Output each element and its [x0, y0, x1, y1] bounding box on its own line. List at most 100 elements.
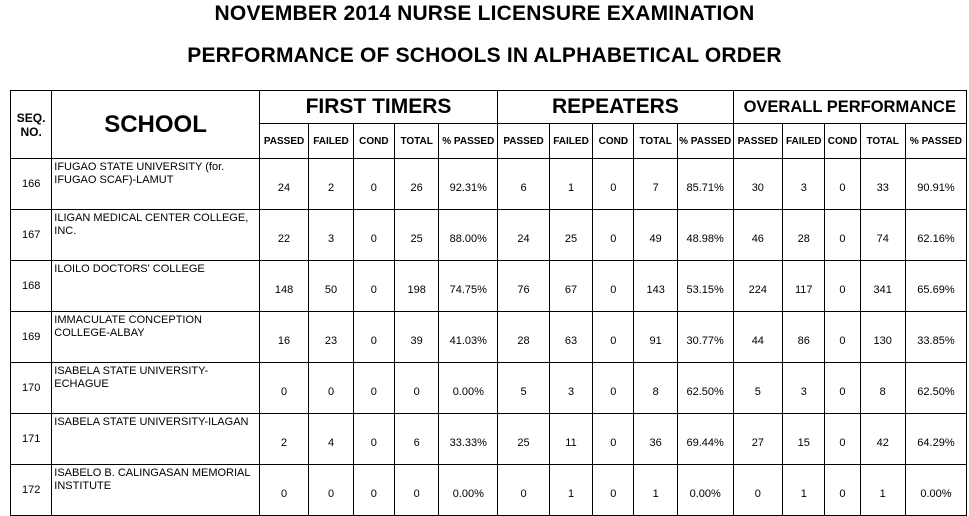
repeat-value-cell: 6: [497, 158, 550, 210]
first-value-cell: 33.33%: [438, 413, 499, 465]
first-value-cell: 0: [393, 464, 440, 516]
seq-cell: 172: [9, 464, 53, 516]
repeat-value-cell: 1: [548, 464, 594, 516]
first-value-cell: 0: [352, 311, 395, 363]
repeat-value-cell: 30.77%: [676, 311, 734, 363]
seq-cell: 171: [9, 413, 53, 465]
overall-value-cell: 46: [732, 209, 784, 261]
repeat-value-cell: 0.00%: [676, 464, 734, 516]
repeat-value-cell: 69.44%: [676, 413, 734, 465]
repeat-value-cell: 0: [497, 464, 550, 516]
repeat-subheader-passed: PASSED: [497, 123, 550, 159]
overall-value-cell: 62.16%: [904, 209, 968, 261]
first-value-cell: 148: [258, 260, 310, 312]
overall-value-cell: 341: [859, 260, 906, 312]
first-value-cell: 0: [393, 362, 440, 414]
overall-value-cell: 65.69%: [904, 260, 968, 312]
first-value-cell: 23: [308, 311, 354, 363]
first-value-cell: 74.75%: [438, 260, 499, 312]
overall-value-cell: 30: [732, 158, 784, 210]
repeat-value-cell: 24: [497, 209, 550, 261]
overall-value-cell: 3: [782, 158, 826, 210]
repeat-value-cell: 67: [548, 260, 594, 312]
report-title: NOVEMBER 2014 NURSE LICENSURE EXAMINATIO…: [214, 2, 755, 25]
overall-value-cell: 0: [824, 311, 861, 363]
overall-subheader-cond: COND: [824, 123, 861, 159]
first-value-cell: 0: [308, 362, 354, 414]
repeat-value-cell: 1: [548, 158, 594, 210]
repeat-value-cell: 63: [548, 311, 594, 363]
overall-value-cell: 0: [732, 464, 784, 516]
first-value-cell: 0: [308, 464, 354, 516]
table-row: 170 ISABELA STATE UNIVERSITY-ECHAGUE 0 0 0 0 0…: [9, 362, 968, 414]
overall-value-cell: 33: [859, 158, 906, 210]
first-subheader-cond: COND: [352, 123, 395, 159]
repeat-value-cell: 48.98%: [676, 209, 734, 261]
school-cell: IMMACULATE CONCEPTION COLLEGE-ALBAY: [51, 311, 260, 363]
overall-value-cell: 62.50%: [904, 362, 968, 414]
repeaters-header: REPEATERS: [497, 90, 734, 124]
repeat-value-cell: 5: [497, 362, 550, 414]
first-value-cell: 25: [393, 209, 440, 261]
overall-value-cell: 224: [732, 260, 784, 312]
overall-value-cell: 130: [859, 311, 906, 363]
school-cell: ISABELO B. CALINGASAN MEMORIAL INSTITUTE: [51, 464, 260, 516]
repeat-value-cell: 143: [633, 260, 678, 312]
seq-cell: 169: [9, 311, 53, 363]
repeat-value-cell: 0: [592, 413, 635, 465]
school-cell: ILOILO DOCTORS' COLLEGE: [51, 260, 260, 312]
table-row: 171 ISABELA STATE UNIVERSITY-ILAGAN 2 4 0 6 33…: [9, 413, 968, 465]
repeat-subheader-total: TOTAL: [633, 123, 678, 159]
first-subheader-failed: FAILED: [308, 123, 354, 159]
repeat-value-cell: 0: [592, 362, 635, 414]
overall-value-cell: 64.29%: [904, 413, 968, 465]
overall-value-cell: 1: [782, 464, 826, 516]
repeat-value-cell: 91: [633, 311, 678, 363]
overall-value-cell: 8: [859, 362, 906, 414]
overall-value-cell: 33.85%: [904, 311, 968, 363]
overall-value-cell: 0: [824, 158, 861, 210]
school-cell: ILIGAN MEDICAL CENTER COLLEGE, INC.: [51, 209, 260, 261]
overall-value-cell: 28: [782, 209, 826, 261]
first-value-cell: 88.00%: [438, 209, 499, 261]
first-timers-header: FIRST TIMERS: [258, 90, 499, 124]
overall-value-cell: 44: [732, 311, 784, 363]
overall-value-cell: 117: [782, 260, 826, 312]
repeat-value-cell: 0: [592, 464, 635, 516]
overall-value-cell: 0: [824, 413, 861, 465]
repeat-value-cell: 76: [497, 260, 550, 312]
table-row: 166 IFUGAO STATE UNIVERSITY (for. IFUGAO …: [9, 158, 968, 210]
seq-cell: 167: [9, 209, 53, 261]
repeat-subheader-passed: % PASSED: [676, 123, 734, 159]
repeat-value-cell: 7: [633, 158, 678, 210]
repeat-value-cell: 8: [633, 362, 678, 414]
repeat-value-cell: 49: [633, 209, 678, 261]
first-value-cell: 16: [258, 311, 310, 363]
overall-value-cell: 0: [824, 209, 861, 261]
first-value-cell: 0: [352, 362, 395, 414]
first-value-cell: 50: [308, 260, 354, 312]
overall-value-cell: 5: [732, 362, 784, 414]
overall-value-cell: 0.00%: [904, 464, 968, 516]
first-value-cell: 3: [308, 209, 354, 261]
repeat-value-cell: 0: [592, 209, 635, 261]
table-row: 169 IMMACULATE CONCEPTION COLLEGE-ALBAY 16…: [9, 311, 968, 363]
table-row: 172 ISABELO B. CALINGASAN MEMORIAL INSTIT…: [9, 464, 968, 516]
first-value-cell: 2: [308, 158, 354, 210]
table-row: 168 ILOILO DOCTORS' COLLEGE 148 50 0 198 74.75…: [9, 260, 968, 312]
first-value-cell: 0: [352, 158, 395, 210]
first-value-cell: 22: [258, 209, 310, 261]
school-cell: ISABELA STATE UNIVERSITY-ECHAGUE: [51, 362, 260, 414]
first-subheader-passed: % PASSED: [438, 123, 499, 159]
results-table: SEQ. NO. SCHOOL FIRST TIMERS REPEATERS O…: [9, 90, 968, 516]
overall-value-cell: 3: [782, 362, 826, 414]
first-value-cell: 0.00%: [438, 464, 499, 516]
overall-value-cell: 74: [859, 209, 906, 261]
table-body: 166 IFUGAO STATE UNIVERSITY (for. IFUGAO …: [9, 158, 968, 516]
first-value-cell: 41.03%: [438, 311, 499, 363]
first-value-cell: 0: [258, 362, 310, 414]
overall-subheader-failed: FAILED: [782, 123, 826, 159]
first-value-cell: 6: [393, 413, 440, 465]
overall-header: OVERALL PERFORMANCE: [732, 90, 968, 124]
overall-value-cell: 0: [824, 362, 861, 414]
